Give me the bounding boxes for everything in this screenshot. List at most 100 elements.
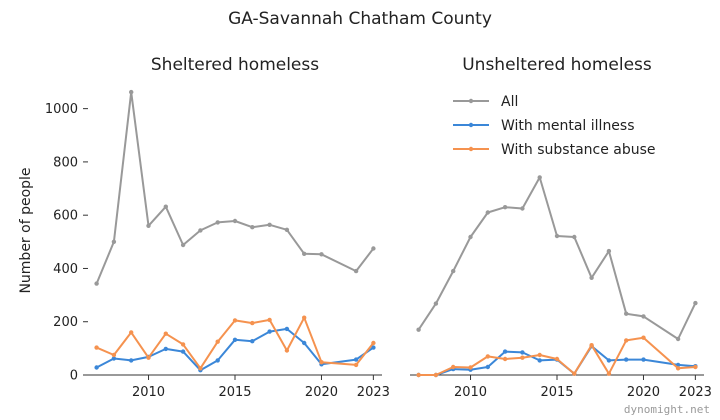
y-tick-label: 200 bbox=[53, 315, 78, 330]
x-tick-label: 2020 bbox=[627, 385, 660, 400]
series-with-mental-illness bbox=[94, 326, 376, 373]
data-point bbox=[451, 268, 456, 274]
series-line bbox=[96, 316, 375, 370]
data-point bbox=[267, 222, 272, 227]
data-point bbox=[146, 355, 151, 360]
data-point bbox=[554, 233, 560, 239]
data-point bbox=[180, 349, 186, 354]
data-point bbox=[468, 365, 473, 370]
data-point bbox=[94, 281, 99, 286]
data-point bbox=[163, 204, 168, 209]
data-point bbox=[302, 340, 307, 346]
data-point bbox=[537, 175, 542, 180]
y-tick-label: 800 bbox=[53, 155, 78, 170]
series-all bbox=[94, 89, 376, 286]
data-point bbox=[267, 329, 272, 334]
y-tick-label: 1000 bbox=[45, 102, 78, 117]
data-point bbox=[606, 371, 612, 376]
series-with-substance-abuse bbox=[416, 335, 698, 378]
data-point bbox=[433, 301, 439, 306]
x-tick-label: 2015 bbox=[218, 385, 251, 400]
legend-swatch-marker bbox=[468, 122, 474, 128]
data-point bbox=[129, 89, 134, 95]
legend-item: With substance abuse bbox=[453, 142, 656, 158]
data-point bbox=[250, 320, 255, 326]
data-point bbox=[94, 365, 99, 370]
data-point bbox=[371, 246, 376, 251]
data-point bbox=[675, 336, 681, 342]
data-point bbox=[537, 358, 542, 363]
figure-suptitle: GA-Savannah Chatham County bbox=[228, 9, 492, 29]
data-point bbox=[180, 342, 186, 347]
data-point bbox=[502, 356, 508, 362]
data-point bbox=[198, 228, 203, 233]
data-point bbox=[520, 355, 525, 360]
data-point bbox=[302, 251, 307, 256]
panel-title: Unsheltered homeless bbox=[462, 55, 652, 75]
data-point bbox=[232, 318, 238, 323]
series-line bbox=[96, 327, 374, 372]
data-point bbox=[589, 275, 594, 280]
data-point bbox=[353, 268, 359, 274]
data-point bbox=[284, 326, 290, 332]
x-tick-label: 2023 bbox=[679, 385, 712, 400]
panel-1: Sheltered homeless 2010 2015 2020 2023 0 200 40… bbox=[18, 55, 390, 400]
data-point bbox=[624, 338, 629, 343]
legend-item: All bbox=[453, 94, 518, 110]
data-point bbox=[284, 227, 290, 232]
data-point bbox=[468, 234, 473, 240]
data-point bbox=[353, 357, 359, 362]
data-point bbox=[215, 339, 220, 344]
data-point bbox=[433, 372, 439, 378]
series-line bbox=[417, 176, 697, 340]
y-axis-label: Number of people bbox=[18, 167, 34, 293]
data-point bbox=[520, 206, 525, 211]
data-point bbox=[606, 248, 612, 254]
data-point bbox=[250, 225, 255, 230]
data-point bbox=[606, 358, 612, 363]
data-point bbox=[129, 330, 134, 335]
data-point bbox=[485, 364, 490, 370]
data-point bbox=[572, 234, 577, 240]
legend-label: With mental illness bbox=[501, 118, 635, 134]
data-point bbox=[319, 252, 324, 257]
data-point bbox=[371, 345, 376, 350]
data-point bbox=[111, 352, 117, 358]
data-point bbox=[416, 327, 421, 332]
data-point bbox=[284, 348, 290, 353]
data-point bbox=[371, 340, 376, 346]
x-tick-label: 2023 bbox=[357, 385, 390, 400]
series-all bbox=[416, 175, 698, 342]
x-tick-label: 2010 bbox=[454, 385, 487, 400]
y-tick-label: 400 bbox=[53, 262, 78, 277]
data-point bbox=[129, 358, 134, 363]
data-point bbox=[520, 350, 525, 355]
data-point bbox=[215, 358, 220, 363]
data-point bbox=[163, 331, 168, 336]
data-point bbox=[111, 356, 117, 361]
data-point bbox=[485, 354, 490, 359]
legend-label: All bbox=[501, 94, 518, 110]
data-point bbox=[180, 242, 186, 248]
series-with-substance-abuse bbox=[94, 315, 376, 371]
data-point bbox=[675, 366, 681, 371]
series-line bbox=[95, 91, 375, 284]
panels: Sheltered homeless 2010 2015 2020 2023 0 200 40… bbox=[18, 55, 712, 400]
data-point bbox=[641, 314, 646, 319]
data-point bbox=[485, 210, 490, 215]
data-point bbox=[250, 339, 255, 344]
data-point bbox=[319, 360, 324, 365]
data-point bbox=[502, 349, 508, 354]
data-point bbox=[232, 218, 238, 224]
data-point bbox=[502, 205, 508, 210]
data-point bbox=[232, 337, 238, 342]
data-point bbox=[572, 371, 577, 376]
legend-label: With substance abuse bbox=[501, 142, 656, 158]
data-point bbox=[451, 364, 456, 370]
data-point bbox=[111, 239, 117, 244]
y-tick-label: 0 bbox=[70, 369, 78, 384]
x-tick-label: 2010 bbox=[132, 385, 165, 400]
data-point bbox=[94, 345, 99, 350]
panel-2: Unsheltered homeless 2010 2015 2020 2023 bbox=[410, 55, 712, 400]
